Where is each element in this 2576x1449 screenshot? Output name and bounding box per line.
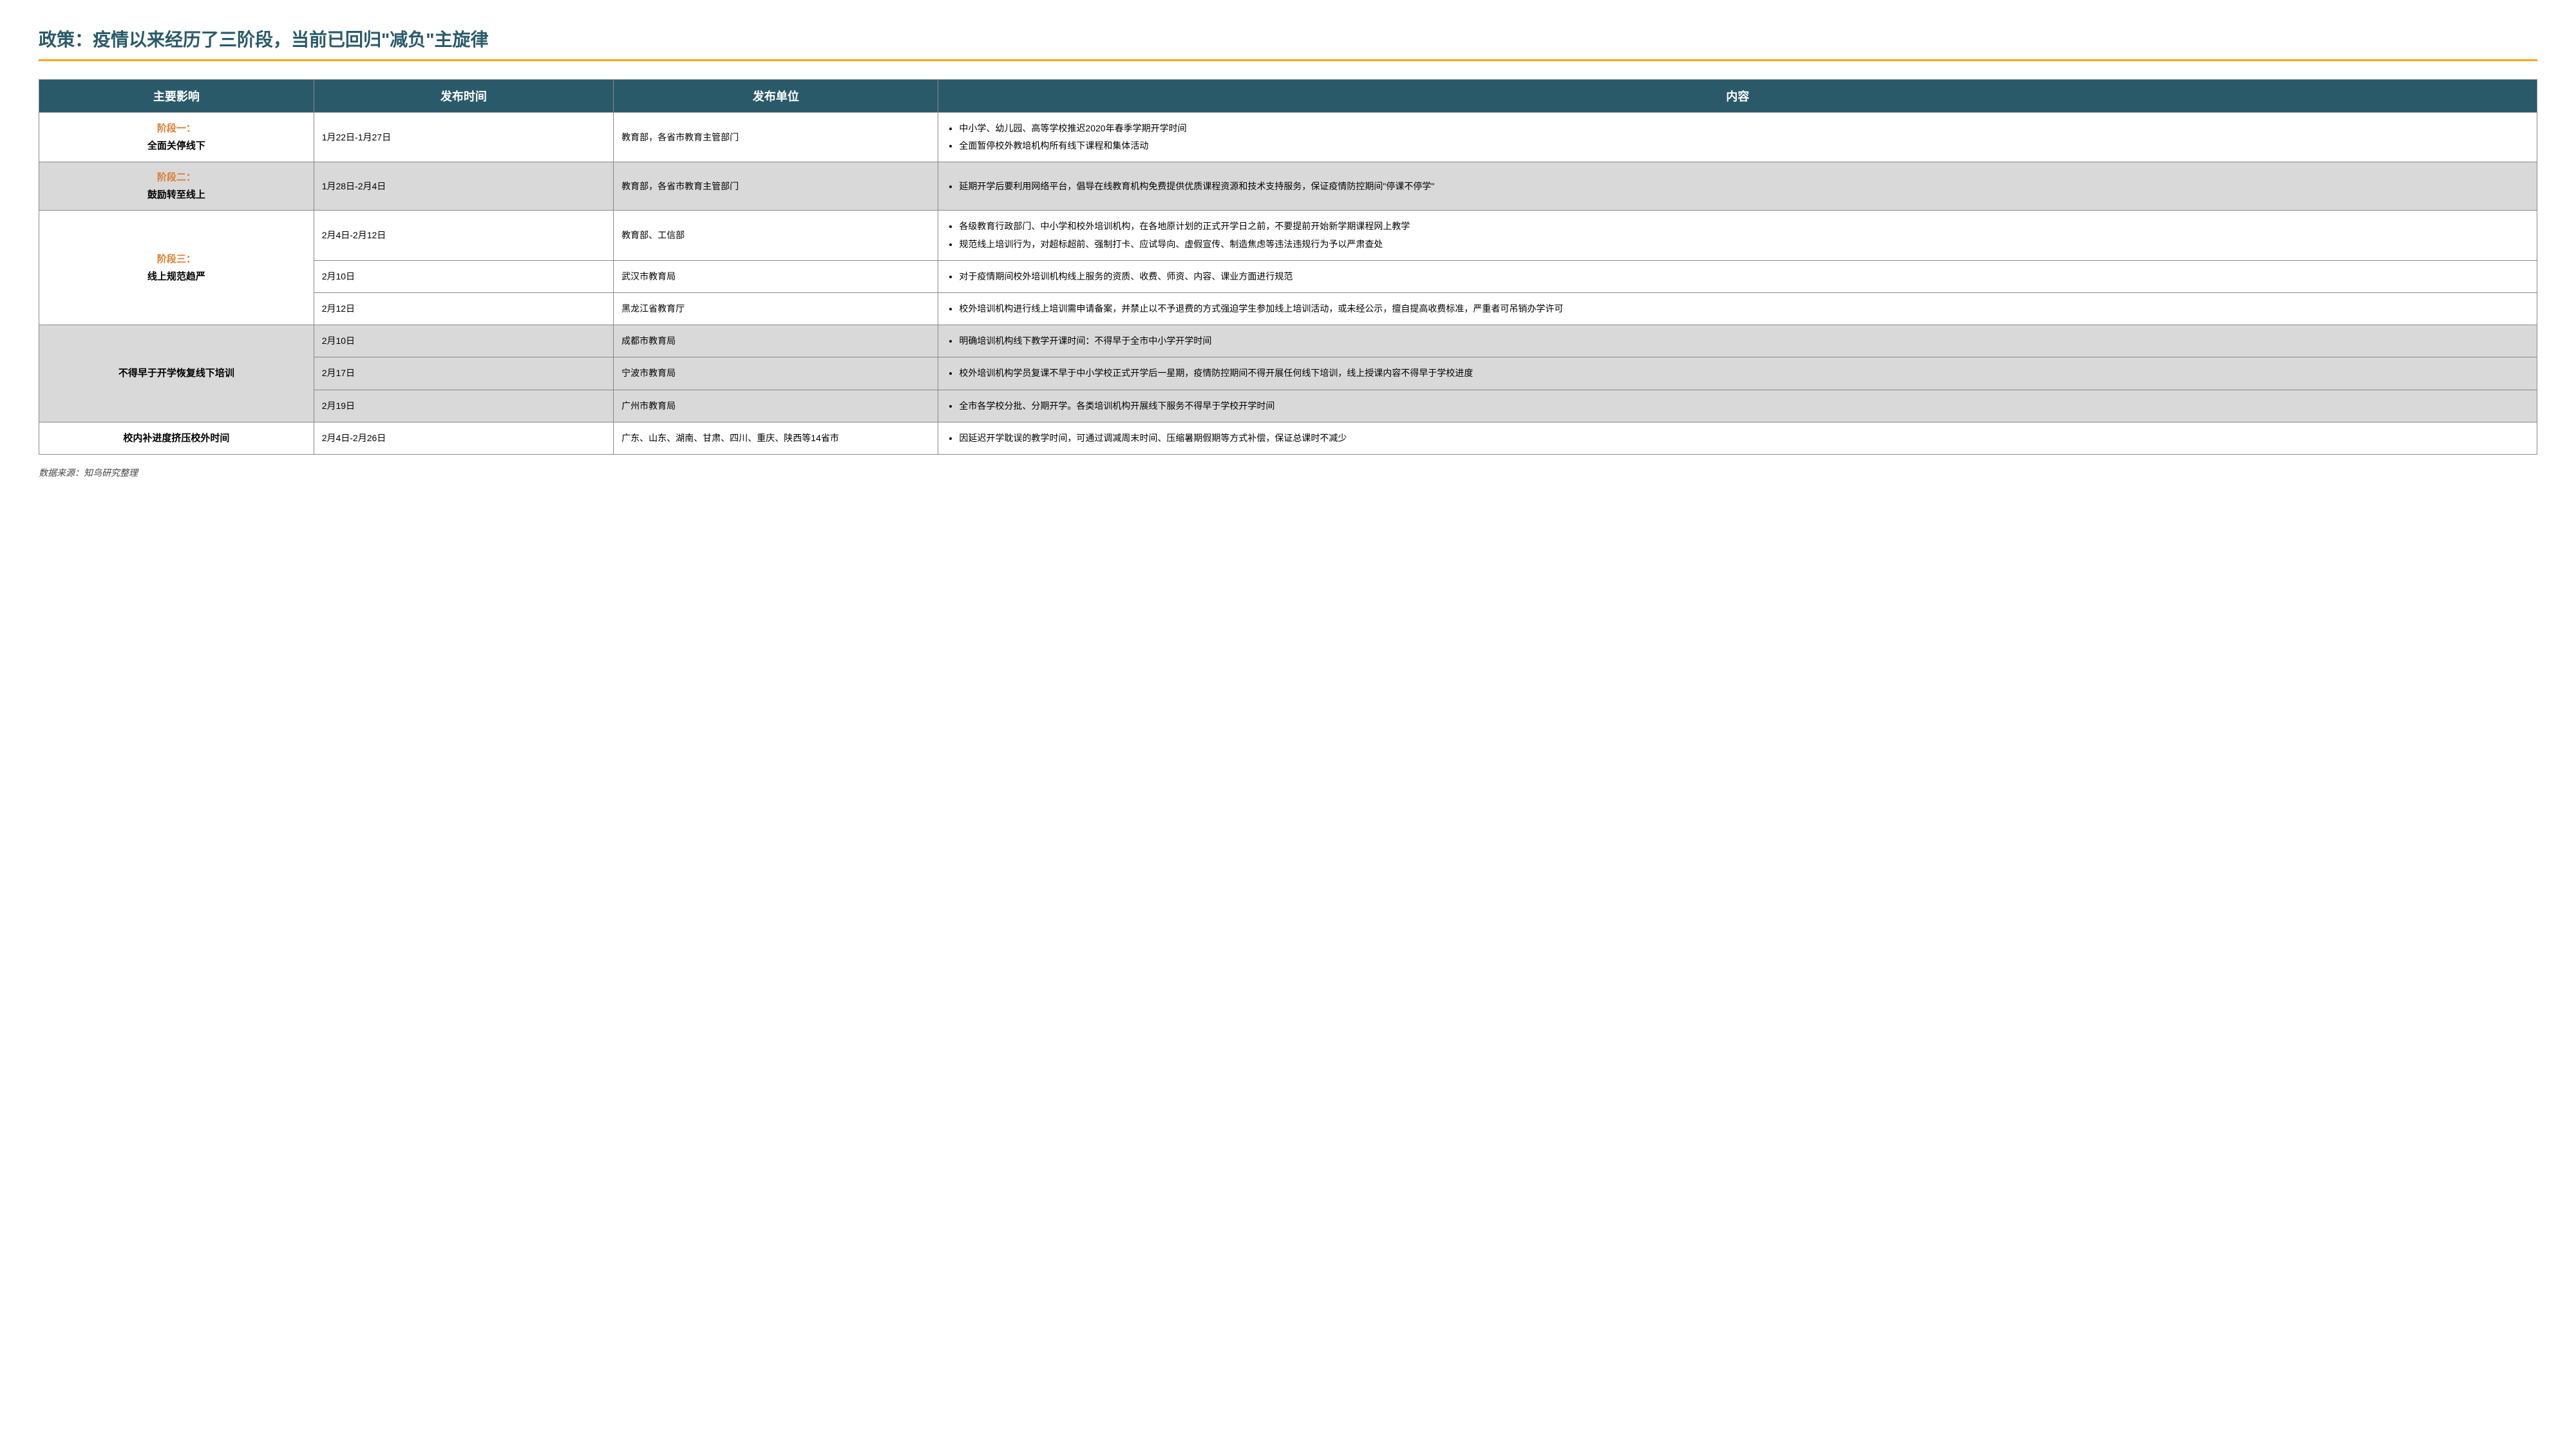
content-cell: 明确培训机构线下教学开课时间：不得早于全市中小学开学时间 xyxy=(938,325,2537,357)
policy-table: 主要影响 发布时间 发布单位 内容 阶段一：全面关停线下1月22日-1月27日教… xyxy=(39,79,2537,455)
phase-sub: 全面关停线下 xyxy=(47,137,306,155)
impact-cell: 不得早于开学恢复线下培训 xyxy=(39,325,314,422)
content-bullet: 全市各学校分批、分期开学。各类培训机构开展线下服务不得早于学校开学时间 xyxy=(959,398,2529,414)
content-bullet: 校外培训机构进行线上培训需申请备案，并禁止以不予退费的方式强迫学生参加线上培训活… xyxy=(959,301,2529,317)
header-unit: 发布单位 xyxy=(614,80,938,113)
content-bullet: 中小学、幼儿园、高等学校推迟2020年春季学期开学时间 xyxy=(959,120,2529,137)
table-row: 阶段二：鼓励转至线上1月28日-2月4日教育部，各省市教育主管部门延期开学后要利… xyxy=(39,162,2537,211)
unit-cell: 武汉市教育局 xyxy=(614,260,938,292)
table-header-row: 主要影响 发布时间 发布单位 内容 xyxy=(39,80,2537,113)
content-bullet: 明确培训机构线下教学开课时间：不得早于全市中小学开学时间 xyxy=(959,333,2529,349)
unit-cell: 广东、山东、湖南、甘肃、四川、重庆、陕西等14省市 xyxy=(614,422,938,454)
data-source: 数据来源：知鸟研究整理 xyxy=(39,466,2537,479)
table-row: 阶段三：线上规范趋严2月4日-2月12日教育部、工信部各级教育行政部门、中小学和… xyxy=(39,211,2537,260)
unit-cell: 教育部、工信部 xyxy=(614,211,938,260)
unit-cell: 黑龙江省教育厅 xyxy=(614,292,938,325)
content-bullet: 规范线上培训行为，对超标超前、强制打卡、应试导向、虚假宣传、制造焦虑等违法违规行… xyxy=(959,236,2529,252)
phase-sub: 线上规范趋严 xyxy=(47,268,306,285)
impact-cell: 阶段三：线上规范趋严 xyxy=(39,211,314,325)
date-cell: 2月19日 xyxy=(314,390,613,422)
date-cell: 2月12日 xyxy=(314,292,613,325)
date-cell: 1月28日-2月4日 xyxy=(314,162,613,211)
content-bullet: 各级教育行政部门、中小学和校外培训机构，在各地原计划的正式开学日之前，不要提前开… xyxy=(959,218,2529,234)
header-impact: 主要影响 xyxy=(39,80,314,113)
content-cell: 全市各学校分批、分期开学。各类培训机构开展线下服务不得早于学校开学时间 xyxy=(938,390,2537,422)
date-cell: 2月10日 xyxy=(314,325,613,357)
content-cell: 因延迟开学耽误的教学时间，可通过调减周末时间、压缩暑期假期等方式补偿，保证总课时… xyxy=(938,422,2537,454)
content-cell: 延期开学后要利用网络平台，倡导在线教育机构免费提供优质课程资源和技术支持服务，保… xyxy=(938,162,2537,211)
date-cell: 2月4日-2月12日 xyxy=(314,211,613,260)
table-row: 2月10日武汉市教育局 对于疫情期间校外培训机构线上服务的资质、收费、师资、内容、… xyxy=(39,260,2537,292)
table-row: 2月12日黑龙江省教育厅 校外培训机构进行线上培训需申请备案，并禁止以不予退费的方… xyxy=(39,292,2537,325)
content-cell: 校外培训机构学员复课不早于中小学校正式开学后一星期，疫情防控期间不得开展任何线下… xyxy=(938,357,2537,390)
phase-label: 阶段一： xyxy=(47,120,306,137)
date-cell: 2月10日 xyxy=(314,260,613,292)
title-underline xyxy=(39,59,2537,61)
header-date: 发布时间 xyxy=(314,80,613,113)
content-bullet: 延期开学后要利用网络平台，倡导在线教育机构免费提供优质课程资源和技术支持服务，保… xyxy=(959,178,2529,194)
header-content: 内容 xyxy=(938,80,2537,113)
content-bullet: 因延迟开学耽误的教学时间，可通过调减周末时间、压缩暑期假期等方式补偿，保证总课时… xyxy=(959,430,2529,446)
content-bullet: 全面暂停校外教培机构所有线下课程和集体活动 xyxy=(959,138,2529,154)
content-cell: 各级教育行政部门、中小学和校外培训机构，在各地原计划的正式开学日之前，不要提前开… xyxy=(938,211,2537,260)
date-cell: 2月4日-2月26日 xyxy=(314,422,613,454)
date-cell: 1月22日-1月27日 xyxy=(314,113,613,162)
phase-sub: 鼓励转至线上 xyxy=(47,186,306,204)
unit-cell: 成都市教育局 xyxy=(614,325,938,357)
phase-label: 阶段二： xyxy=(47,169,306,186)
table-row: 校内补进度挤压校外时间 2月4日-2月26日广东、山东、湖南、甘肃、四川、重庆、陕… xyxy=(39,422,2537,454)
impact-cell: 校内补进度挤压校外时间 xyxy=(39,422,314,454)
content-bullet: 对于疫情期间校外培训机构线上服务的资质、收费、师资、内容、课业方面进行规范 xyxy=(959,269,2529,285)
content-cell: 校外培训机构进行线上培训需申请备案，并禁止以不予退费的方式强迫学生参加线上培训活… xyxy=(938,292,2537,325)
table-row: 2月19日广州市教育局 全市各学校分批、分期开学。各类培训机构开展线下服务不得早于… xyxy=(39,390,2537,422)
table-row: 2月17日宁波市教育局 校外培训机构学员复课不早于中小学校正式开学后一星期，疫情防… xyxy=(39,357,2537,390)
page-title: 政策：疫情以来经历了三阶段，当前已回归"减负"主旋律 xyxy=(39,26,2537,52)
unit-cell: 教育部，各省市教育主管部门 xyxy=(614,162,938,211)
table-row: 阶段一：全面关停线下1月22日-1月27日教育部，各省市教育主管部门中小学、幼儿… xyxy=(39,113,2537,162)
table-row: 不得早于开学恢复线下培训2月10日成都市教育局明确培训机构线下教学开课时间：不得… xyxy=(39,325,2537,357)
phase-sub: 不得早于开学恢复线下培训 xyxy=(47,365,306,382)
content-cell: 中小学、幼儿园、高等学校推迟2020年春季学期开学时间全面暂停校外教培机构所有线… xyxy=(938,113,2537,162)
content-cell: 对于疫情期间校外培训机构线上服务的资质、收费、师资、内容、课业方面进行规范 xyxy=(938,260,2537,292)
date-cell: 2月17日 xyxy=(314,357,613,390)
phase-sub: 校内补进度挤压校外时间 xyxy=(47,430,306,447)
content-bullet: 校外培训机构学员复课不早于中小学校正式开学后一星期，疫情防控期间不得开展任何线下… xyxy=(959,365,2529,381)
unit-cell: 宁波市教育局 xyxy=(614,357,938,390)
impact-cell: 阶段二：鼓励转至线上 xyxy=(39,162,314,211)
phase-label: 阶段三： xyxy=(47,251,306,268)
unit-cell: 广州市教育局 xyxy=(614,390,938,422)
unit-cell: 教育部，各省市教育主管部门 xyxy=(614,113,938,162)
impact-cell: 阶段一：全面关停线下 xyxy=(39,113,314,162)
